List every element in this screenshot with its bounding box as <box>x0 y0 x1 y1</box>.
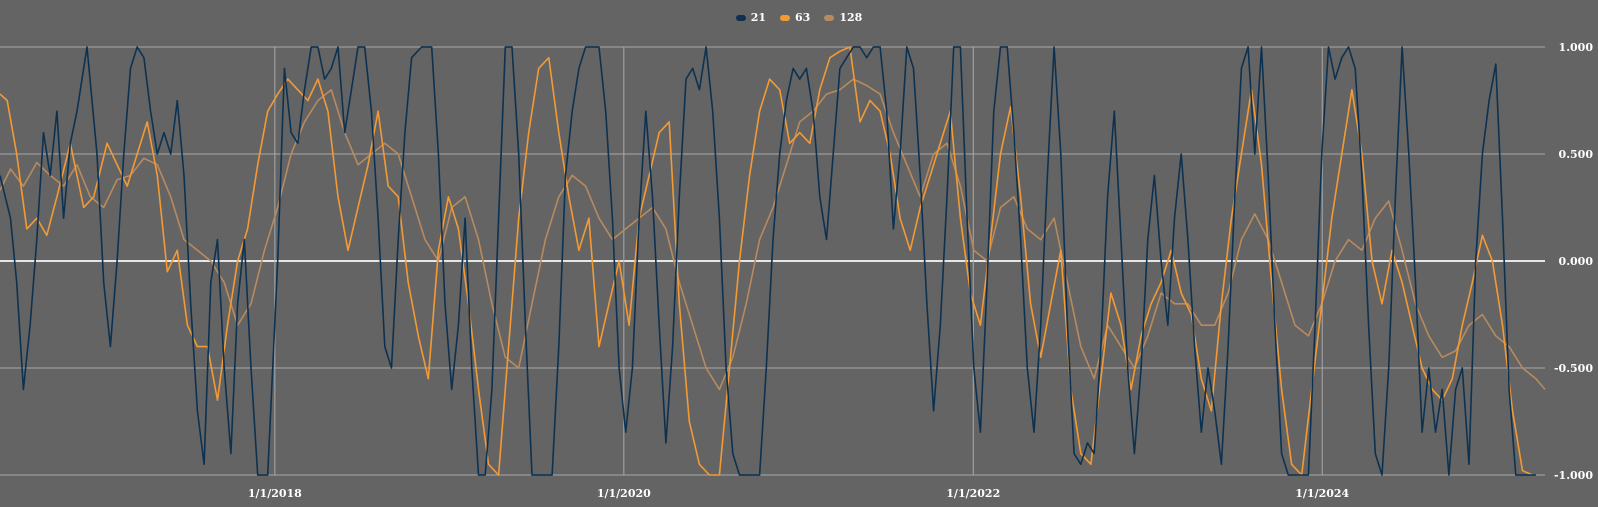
legend-item-63[interactable]: 63 <box>780 11 810 24</box>
y-tick-label: 0.500 <box>1559 148 1594 161</box>
series-line-128 <box>0 78 1546 391</box>
legend-item-21[interactable]: 21 <box>735 11 767 24</box>
y-tick-label: 1.000 <box>1559 41 1594 54</box>
legend-item-128[interactable]: 128 <box>824 11 862 24</box>
x-tick-label: 1/1/2020 <box>597 487 651 500</box>
legend-label-21: 21 <box>750 11 767 24</box>
series-line-21 <box>0 46 1536 476</box>
x-tick-label: 1/1/2018 <box>248 487 302 500</box>
y-tick-label: -1.000 <box>1554 469 1593 482</box>
x-tick-label: 1/1/2024 <box>1295 487 1349 500</box>
y-tick-label: 0.000 <box>1559 255 1594 268</box>
legend-label-63: 63 <box>795 11 811 24</box>
legend-swatch-21 <box>735 14 746 21</box>
y-tick-label: -0.500 <box>1554 362 1593 375</box>
legend-swatch-128 <box>824 14 835 21</box>
x-tick-label: 1/1/2022 <box>946 487 1000 500</box>
series-line-63 <box>0 46 1533 476</box>
legend-label-128: 128 <box>839 11 863 24</box>
legend: 21 63 128 <box>0 11 1598 24</box>
legend-swatch-63 <box>780 14 791 21</box>
